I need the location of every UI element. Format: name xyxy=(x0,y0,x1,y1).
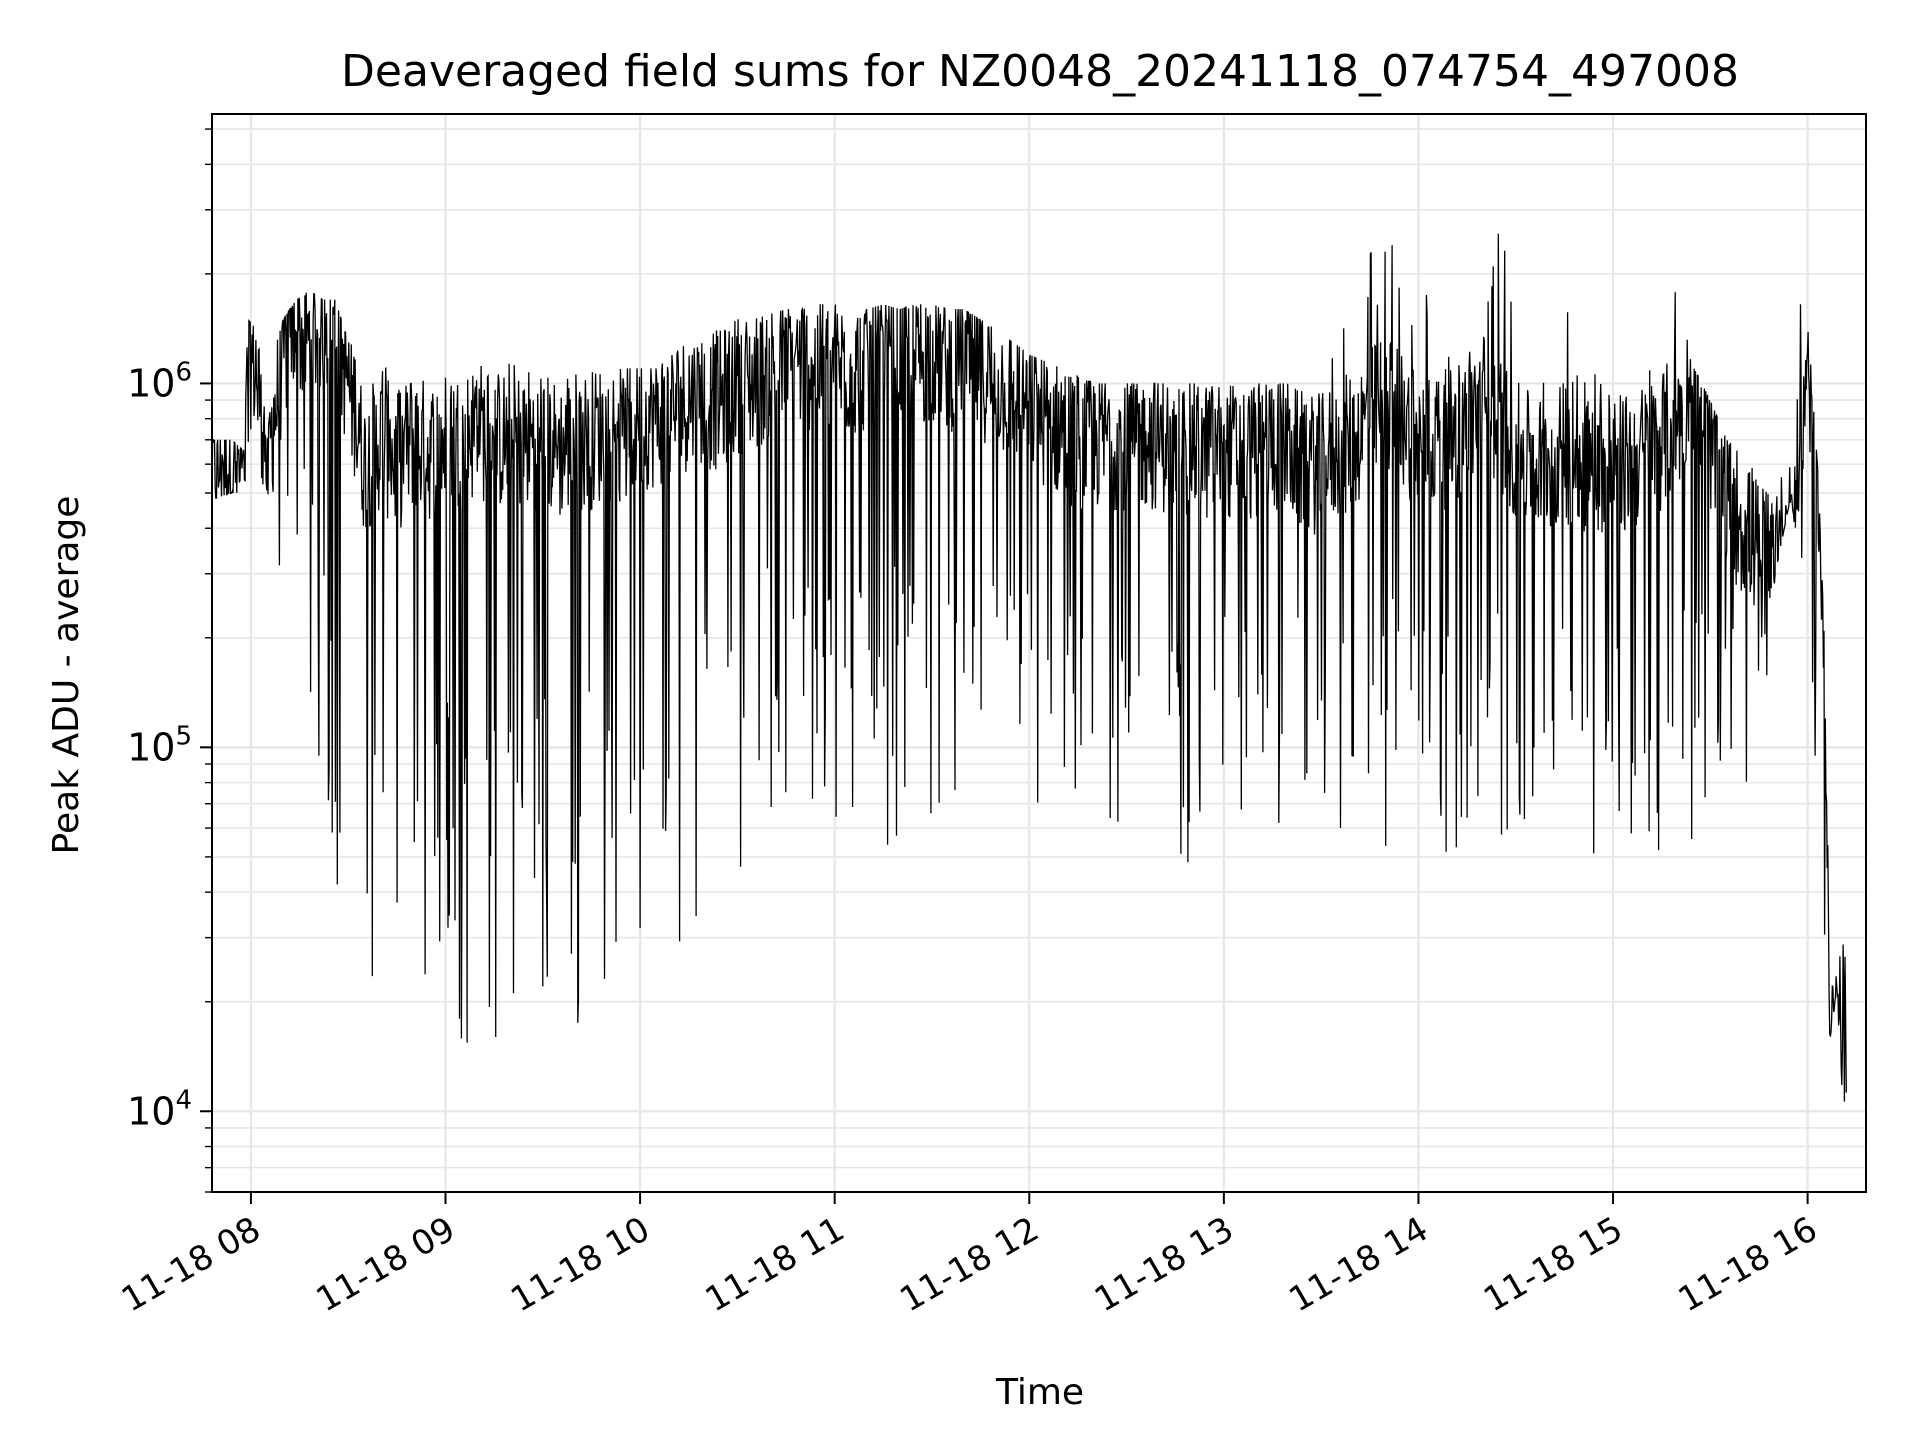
x-axis-label: Time xyxy=(995,1372,1084,1413)
series-group xyxy=(211,233,1847,1102)
y-axis-label: Peak ADU - average xyxy=(46,496,87,855)
y-tick-label: 105 xyxy=(127,721,192,769)
plot-frame xyxy=(211,113,1867,1193)
y-tick-label: 104 xyxy=(127,1085,192,1133)
series-line xyxy=(211,233,1847,1102)
y-tick-label: 106 xyxy=(127,357,192,405)
y-axis: 104 105 106 xyxy=(127,128,212,1193)
chart-title: Deaveraged field sums for NZ0048_2024111… xyxy=(341,46,1739,97)
